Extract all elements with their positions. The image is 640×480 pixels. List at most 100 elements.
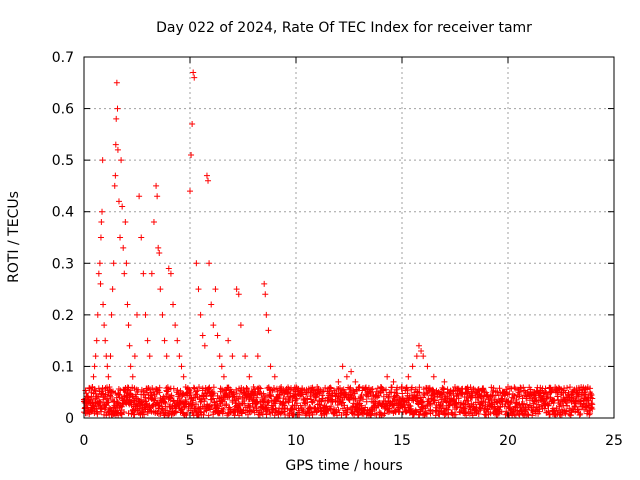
background-point <box>428 400 435 407</box>
data-point <box>99 208 106 215</box>
data-point <box>568 394 575 401</box>
data-point <box>138 234 145 241</box>
background-point <box>371 410 378 417</box>
plot-frame <box>83 56 615 419</box>
data-point <box>314 384 321 391</box>
background-point <box>323 410 330 417</box>
data-point <box>136 193 143 200</box>
background-point <box>168 392 175 399</box>
data-point <box>115 198 122 205</box>
background-point <box>358 392 365 399</box>
x-tick-label: 5 <box>186 433 195 449</box>
background-point <box>507 399 514 406</box>
data-point <box>235 291 242 298</box>
background-point <box>436 403 443 410</box>
data-point <box>216 353 223 360</box>
y-axis-label: ROTI / TECUs <box>6 191 22 283</box>
background-point <box>347 384 354 391</box>
background-point <box>420 394 427 401</box>
background-point <box>259 411 266 418</box>
data-point <box>153 182 160 189</box>
background-point <box>112 389 119 396</box>
background-point <box>156 389 163 396</box>
background-point <box>203 393 210 400</box>
background-point <box>555 389 562 396</box>
data-point <box>418 347 425 354</box>
background-point <box>141 397 148 404</box>
background-point <box>257 385 264 392</box>
background-point <box>101 392 108 399</box>
data-point <box>267 363 274 370</box>
background-point <box>403 385 410 392</box>
data-point <box>178 363 185 370</box>
background-point <box>265 398 272 405</box>
background-point <box>265 404 272 411</box>
data-point <box>114 105 121 112</box>
background-point <box>170 398 177 405</box>
background-point <box>190 384 197 391</box>
background-point <box>558 386 565 393</box>
y-tick-label: 0 <box>65 411 74 427</box>
data-point <box>109 286 116 293</box>
background-point <box>363 398 370 405</box>
background-point <box>152 395 159 402</box>
background-point <box>352 396 359 403</box>
background-point <box>375 392 382 399</box>
data-point <box>107 353 114 360</box>
background-point <box>187 389 194 396</box>
background-point <box>429 386 436 393</box>
background-point <box>576 412 583 419</box>
background-point <box>462 401 469 408</box>
y-tick-label: 0.6 <box>52 102 74 118</box>
background-point <box>205 412 212 419</box>
data-point <box>119 203 126 210</box>
data-point <box>195 286 202 293</box>
data-point <box>154 193 161 200</box>
data-point <box>206 260 213 267</box>
background-point <box>489 404 496 411</box>
background-point <box>293 395 300 402</box>
x-tick-label: 25 <box>605 433 623 449</box>
background-point <box>381 410 388 417</box>
background-point <box>449 388 456 395</box>
background-point <box>224 394 231 401</box>
background-point <box>563 408 570 415</box>
data-point <box>182 384 189 391</box>
background-point <box>589 405 596 412</box>
data-point <box>547 394 554 401</box>
y-tick-label: 0.3 <box>52 256 74 272</box>
background-point <box>148 392 155 399</box>
data-point <box>159 311 166 318</box>
data-point <box>114 146 121 153</box>
background-point <box>237 387 244 394</box>
background-point <box>496 385 503 392</box>
data-point <box>134 311 140 318</box>
data-point <box>88 389 95 396</box>
background-point <box>408 384 415 391</box>
background-point <box>429 408 436 415</box>
data-point <box>165 265 172 272</box>
background-point <box>270 385 277 392</box>
background-point <box>358 402 365 409</box>
background-point <box>442 410 449 417</box>
data-point <box>120 244 127 251</box>
background-point <box>100 396 107 403</box>
background-point <box>545 408 552 415</box>
background-point <box>374 385 381 392</box>
data-point <box>84 402 91 409</box>
background-point <box>524 411 531 418</box>
background-point <box>544 401 551 408</box>
background-point <box>416 384 423 391</box>
data-point <box>208 301 215 308</box>
background-point <box>452 411 459 418</box>
data-point <box>265 327 272 334</box>
data-point <box>536 389 543 396</box>
data-point <box>89 384 96 391</box>
background-point <box>437 405 444 412</box>
data-point <box>100 301 107 308</box>
data-point <box>390 378 397 385</box>
data-point <box>201 342 208 349</box>
background-point <box>101 406 108 413</box>
background-point <box>368 412 375 419</box>
